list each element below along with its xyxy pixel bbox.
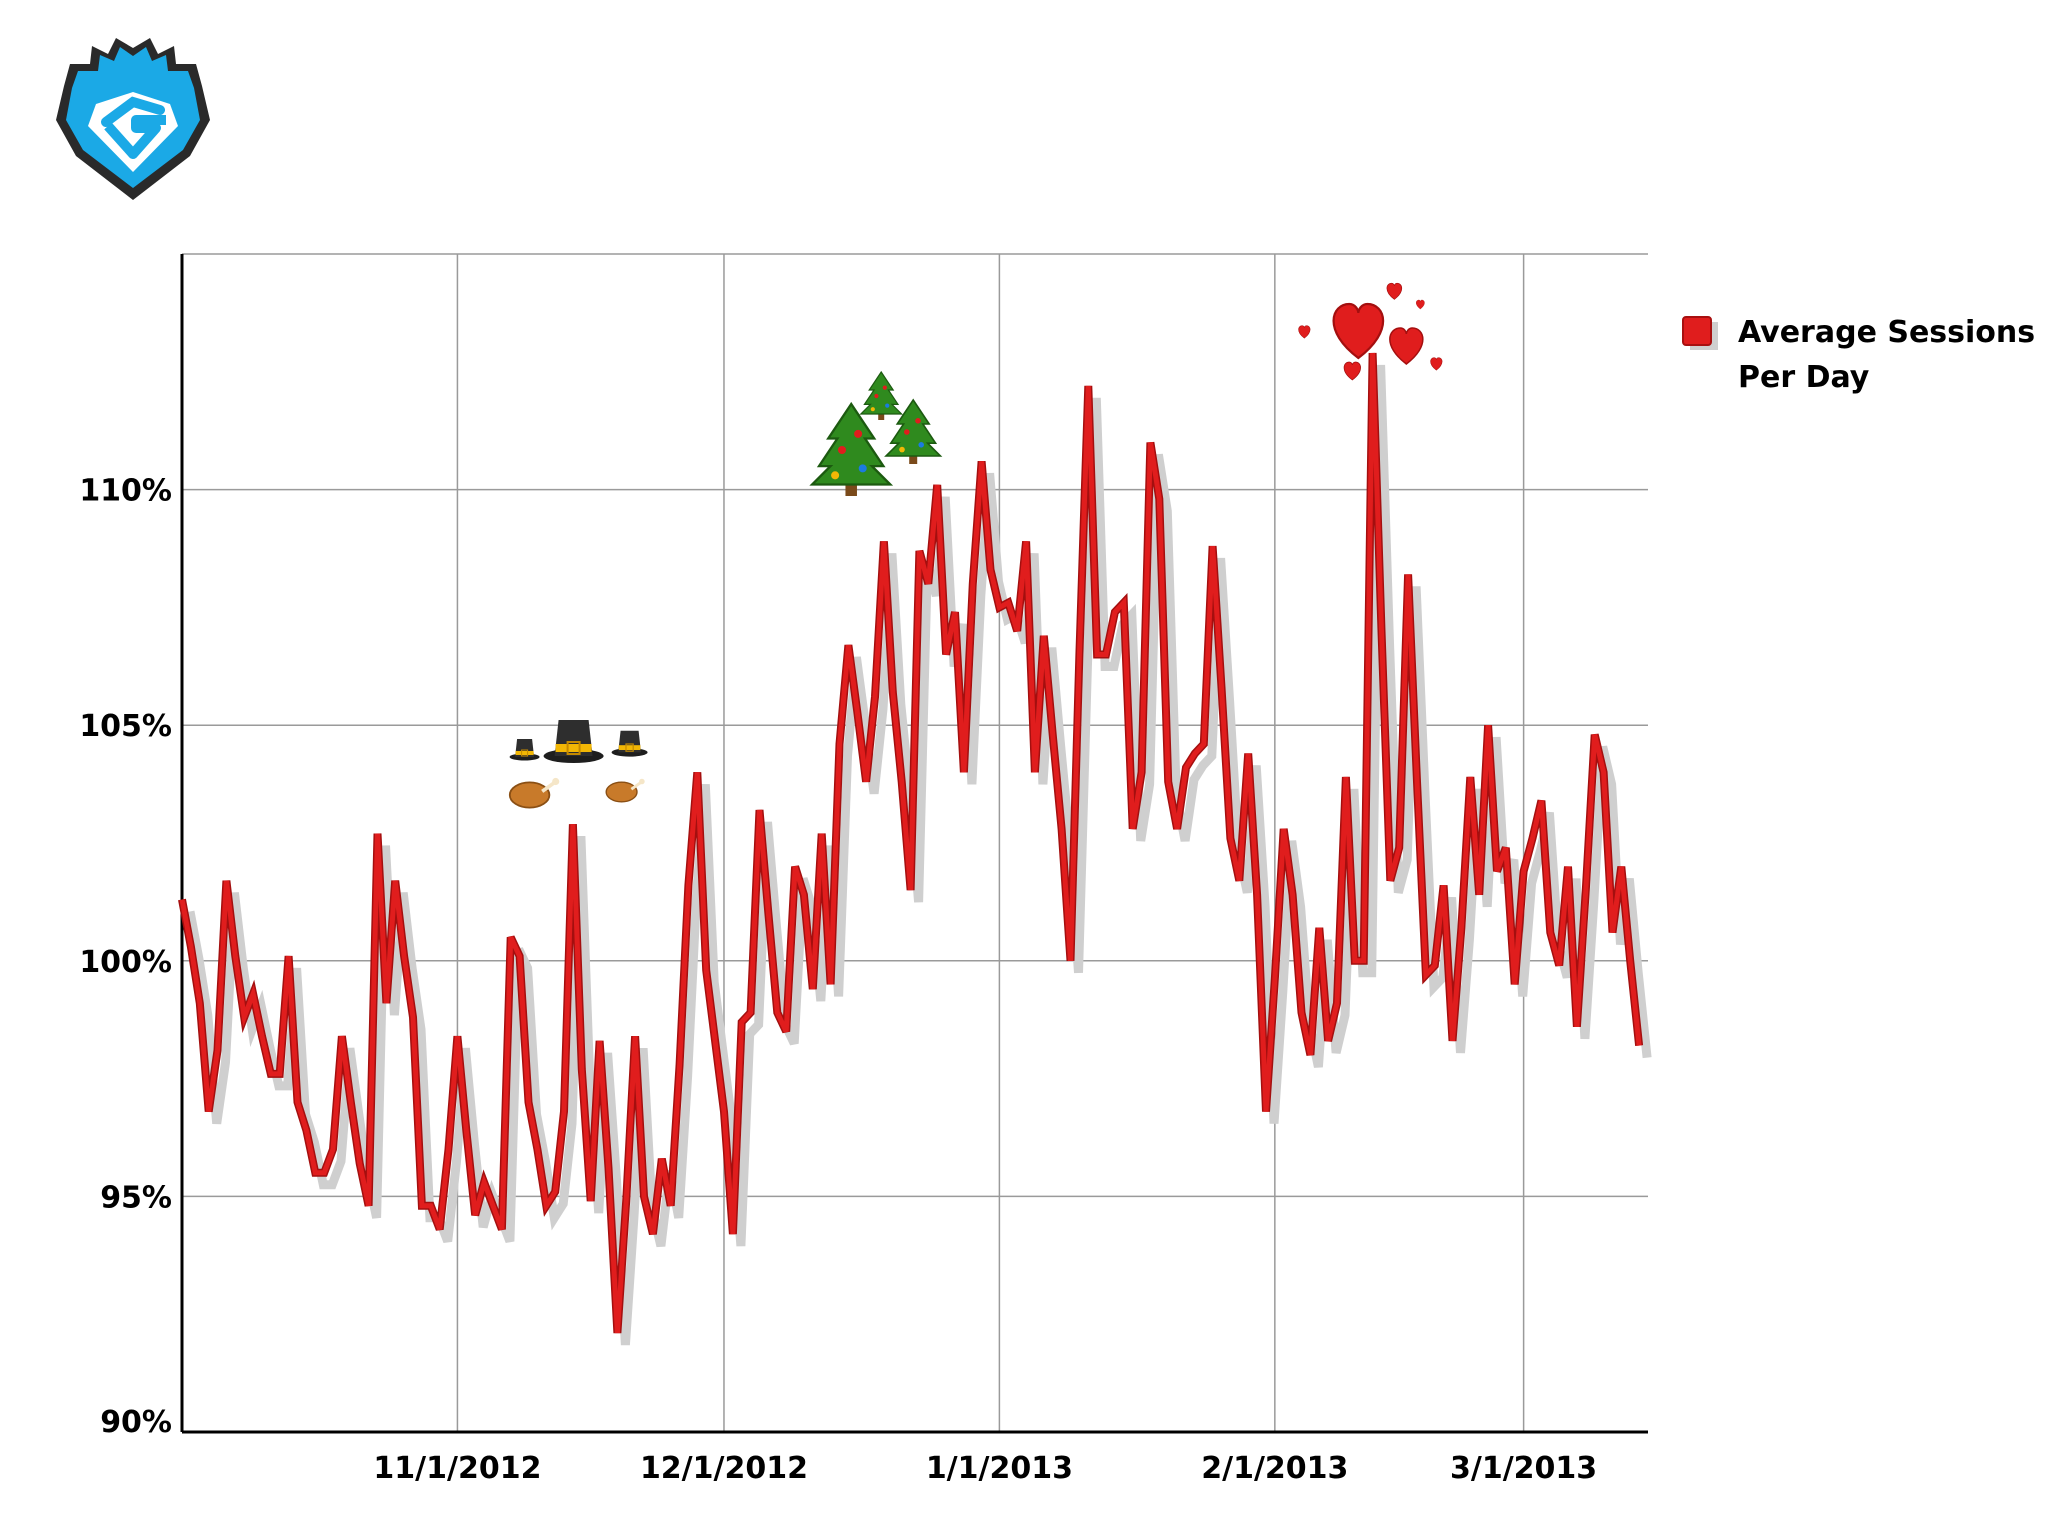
legend-swatch [1682, 316, 1712, 346]
logo [56, 38, 210, 200]
turkey-body [605, 781, 638, 803]
turkey-leg [541, 780, 556, 793]
heart-shape [1389, 327, 1424, 365]
tree-ornament [831, 471, 840, 480]
annotation-layer [508, 282, 1443, 809]
hat-band [515, 751, 534, 755]
heart-shape [1298, 325, 1311, 339]
series-line [179, 352, 1642, 1334]
turkey-bone [552, 777, 560, 786]
hat-buckle [625, 743, 634, 752]
legend: Average Sessions Per Day [1682, 315, 2035, 395]
series-layer [178, 352, 1652, 1346]
tree-ornament [854, 429, 863, 438]
heart-icon [1343, 361, 1361, 381]
heart-icon [1416, 299, 1425, 310]
heart-shape [1343, 361, 1361, 381]
roast-turkey-icon [508, 777, 560, 809]
y-axis-ticks: 90% 95% 100% 105% 110% [79, 474, 172, 1440]
christmas-trees-icon [809, 370, 943, 496]
tree-ornament [899, 446, 905, 453]
y-tick-label: 95% [100, 1180, 172, 1215]
tree-ornament [837, 445, 847, 455]
legend-label-line1: Average Sessions [1738, 315, 2035, 350]
legend-label-line2: Per Day [1738, 360, 1870, 395]
x-axis-ticks: 11/1/2012 12/1/2012 1/1/2013 2/1/2013 3/1/20… [373, 1451, 1597, 1486]
turkey-body [508, 781, 551, 809]
tree-trunk [878, 411, 885, 420]
tree-ornament [858, 464, 867, 473]
pilgrim-hats-and-turkey-icon [508, 720, 648, 809]
tree-ornament [904, 429, 910, 435]
heart-icon [1298, 325, 1311, 339]
tree-trunk [909, 452, 918, 464]
heart-icon [1430, 357, 1443, 371]
turkey-leg [630, 781, 643, 791]
tree-trunk [845, 479, 857, 496]
x-tick-label: 1/1/2013 [926, 1451, 1073, 1486]
tree-foliage [809, 401, 894, 486]
tree-ornament [870, 407, 875, 412]
gamer-g-logo-icon [56, 38, 210, 200]
pilgrim-hat-icon [543, 720, 604, 763]
chart-axes [180, 254, 1648, 1434]
valentine-hearts-icon [1298, 282, 1443, 381]
hat-band [618, 745, 641, 750]
hat-band [555, 744, 592, 752]
heart-icon [1386, 282, 1403, 300]
hat-buckle [521, 749, 529, 757]
tree-ornament [915, 418, 921, 424]
tree-foliage [884, 398, 943, 457]
x-tick-label: 2/1/2013 [1201, 1451, 1348, 1486]
y-tick-label: 90% [100, 1405, 172, 1440]
tree-ornament [882, 385, 887, 390]
tree-foliage [859, 370, 904, 415]
x-tick-label: 3/1/2013 [1450, 1451, 1597, 1486]
heart-shape [1416, 299, 1425, 310]
christmas-tree-icon [809, 401, 894, 496]
tree-ornament [885, 403, 890, 408]
x-tick-label: 11/1/2012 [373, 1451, 541, 1486]
christmas-tree-icon [884, 398, 943, 464]
tree-ornament [874, 393, 879, 399]
roast-turkey-icon [605, 778, 645, 803]
y-tick-label: 105% [79, 709, 172, 744]
pilgrim-hat-icon [611, 730, 648, 757]
x-tick-label: 12/1/2012 [640, 1451, 808, 1486]
pilgrim-hat-icon [509, 739, 540, 761]
tree-ornament [918, 442, 925, 448]
heart-icon [1332, 302, 1385, 360]
heart-icon [1389, 327, 1424, 365]
heart-shape [1332, 302, 1385, 360]
heart-shape [1430, 357, 1443, 371]
series-line-shadow [185, 364, 1652, 1346]
hat-buckle [566, 741, 581, 755]
christmas-tree-icon [859, 370, 904, 420]
turkey-bone [639, 778, 645, 785]
y-tick-label: 110% [79, 474, 172, 509]
heart-shape [1386, 282, 1403, 300]
y-tick-label: 100% [79, 945, 172, 980]
